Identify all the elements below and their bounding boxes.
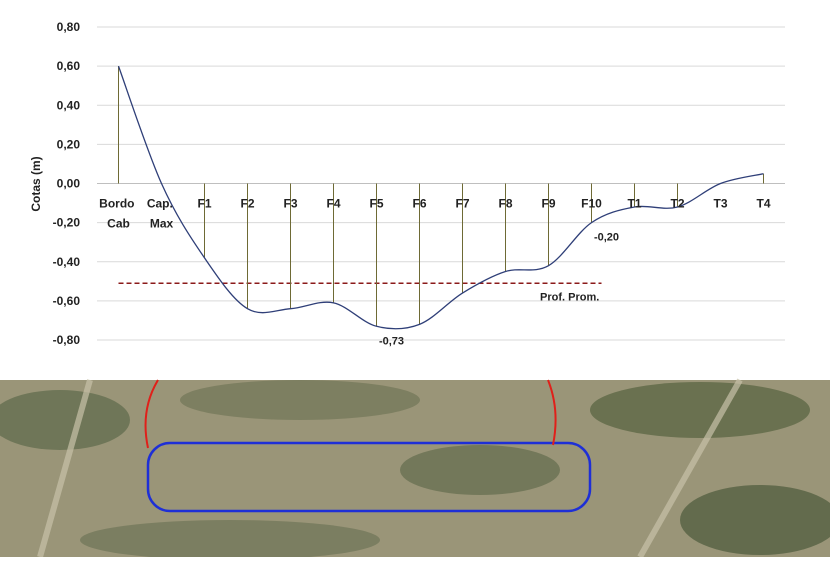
x-tick-label: F8 (498, 197, 512, 211)
y-tick-label: 0,80 (57, 20, 81, 34)
x-tick-label: Bordo Cab (99, 197, 138, 231)
y-tick-label: 0,20 (57, 137, 81, 151)
x-tick-label: F1 (197, 197, 211, 211)
chart: Cotas (m) -0,80 -0,60 -0,40 -0,20 0,00 0,20 0,… (0, 0, 830, 557)
y-tick-label: -0,20 (53, 216, 81, 230)
y-tick-label: -0,80 (53, 333, 81, 347)
x-tick-label: F2 (240, 197, 254, 211)
x-tick-label: F7 (455, 197, 469, 211)
y-tick-label: 0,00 (57, 177, 81, 191)
x-tick-label: F5 (369, 197, 383, 211)
x-tick-label: F10 (581, 197, 602, 211)
y-tick-label: -0,60 (53, 294, 81, 308)
x-tick-label: F4 (326, 197, 340, 211)
x-tick-label: T1 (627, 197, 641, 211)
x-tick-label: T4 (756, 197, 770, 211)
y-axis-label: Cotas (m) (29, 156, 43, 211)
x-tick-label: Cap. Max (147, 197, 176, 231)
x-tick-label: F3 (283, 197, 297, 211)
data-label: -0,20 (594, 232, 619, 244)
page: {"chart_data": {"type": "line", "y_label… (0, 0, 830, 557)
y-tick-label: 0,40 (57, 98, 81, 112)
y-tick-label: -0,40 (53, 255, 81, 269)
average-label: Prof. Prom. (540, 291, 599, 303)
x-tick-label: T2 (670, 197, 684, 211)
y-tick-label: 0,60 (57, 59, 81, 73)
x-tick-label: F6 (412, 197, 426, 211)
x-tick-label: T3 (713, 197, 727, 211)
data-label: -0,73 (379, 335, 404, 347)
x-tick-label: F9 (541, 197, 555, 211)
satellite-image (0, 380, 830, 557)
